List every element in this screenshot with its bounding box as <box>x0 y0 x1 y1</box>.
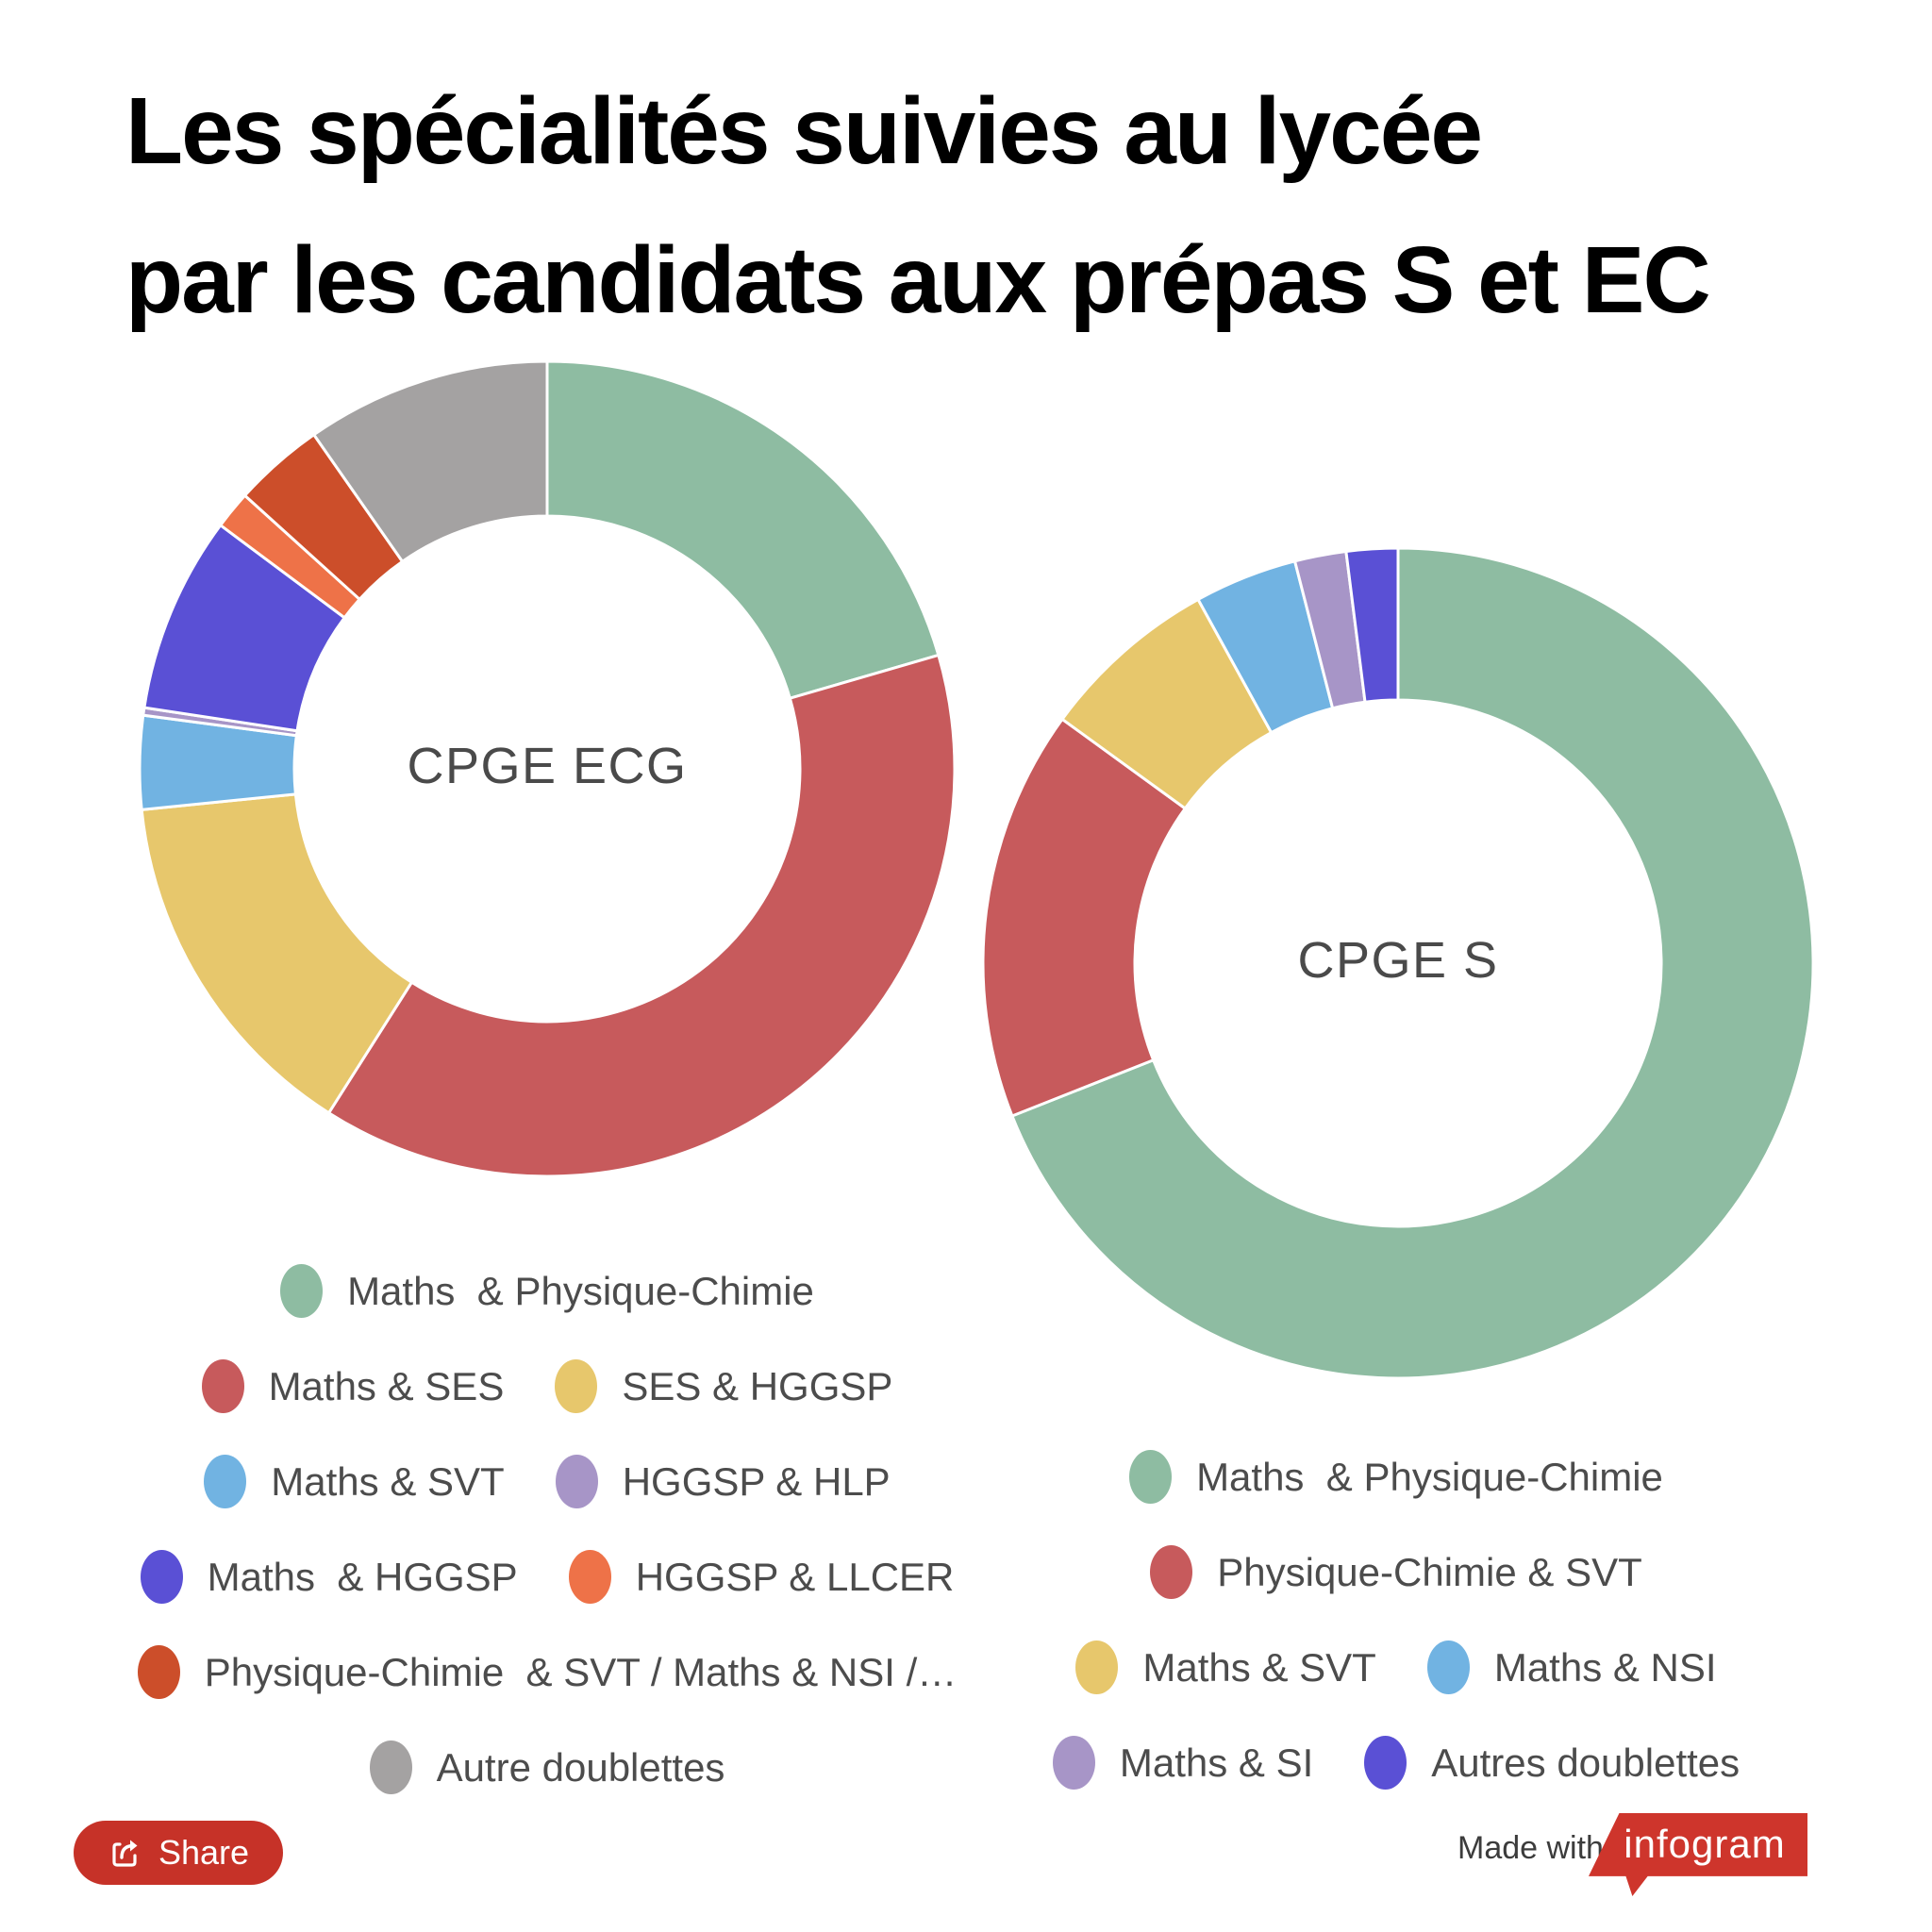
legend-label: Physique-Chimie & SVT / Maths & NSI /… <box>204 1649 958 1694</box>
legend-dot-icon <box>1052 1736 1095 1790</box>
legend-item: HGGSP & HLP <box>555 1455 891 1508</box>
legend-item: Physique-Chimie & SVT <box>1150 1545 1642 1599</box>
legend-label: Maths & SES <box>268 1363 505 1408</box>
donut-segment[interactable] <box>311 359 549 564</box>
legend-label: HGGSP & HLP <box>622 1458 891 1504</box>
share-button-label: Share <box>158 1833 250 1872</box>
donut-segment[interactable] <box>1344 546 1400 704</box>
legend-item: HGGSP & LLCER <box>568 1550 955 1604</box>
legend-row: Autre doublettes <box>99 1740 995 1794</box>
legend-item: Maths & NSI <box>1426 1641 1717 1694</box>
legend-label: Maths & Physique-Chimie <box>347 1268 814 1313</box>
legend-row: Maths & SVT Maths & NSI <box>972 1641 1821 1694</box>
legend-label: Maths & Physique-Chimie <box>1196 1454 1663 1499</box>
legend-dot-icon <box>1150 1545 1193 1599</box>
infogram-logo-label: infogram <box>1624 1822 1786 1866</box>
legend-dot-icon <box>1129 1450 1173 1504</box>
share-icon <box>108 1836 142 1870</box>
legend-label: HGGSP & LLCER <box>635 1554 955 1599</box>
cpge-s-center-label: CPGE S <box>1297 932 1499 989</box>
legend-dot-icon <box>280 1264 324 1318</box>
legend-label: Autres doublettes <box>1431 1740 1740 1785</box>
infogram-logo[interactable]: infogram <box>1589 1813 1807 1896</box>
donut-segment[interactable] <box>1009 546 1815 1380</box>
legend-label: Autre doublettes <box>436 1744 725 1790</box>
legend-item: Maths & Physique-Chimie <box>280 1264 814 1318</box>
share-button[interactable]: Share <box>74 1821 284 1885</box>
title-line-2: par les candidats aux prépas S et EC <box>125 227 1711 333</box>
legend-item: Maths & SES <box>201 1359 505 1413</box>
legend-label: Maths & HGGSP <box>207 1554 518 1599</box>
cpge-ecg-center-label: CPGE ECG <box>407 738 688 794</box>
legend-label: Maths & SVT <box>271 1458 505 1504</box>
legend-item: Maths & HGGSP <box>140 1550 518 1604</box>
legend-label: Maths & SVT <box>1142 1644 1376 1690</box>
legend-dot-icon <box>137 1645 180 1699</box>
legend-dot-icon <box>568 1550 611 1604</box>
legend-item: Autres doublettes <box>1364 1736 1740 1790</box>
cpge-s-legend: Maths & Physique-Chimie Physique-Chimie &… <box>972 1450 1821 1790</box>
legend-row: Physique-Chimie & SVT <box>972 1545 1821 1599</box>
title-line-1: Les spécialités suivies au lycée <box>125 78 1483 184</box>
legend-row: Maths & HGGSP HGGSP & LLCER <box>99 1550 995 1604</box>
legend-row: Maths & SES SES & HGGSP <box>99 1359 995 1413</box>
legend-dot-icon <box>201 1359 244 1413</box>
legend-label: Physique-Chimie & SVT <box>1217 1549 1642 1594</box>
legend-row: Maths & SVT HGGSP & HLP <box>99 1455 995 1508</box>
legend-dot-icon <box>555 1359 598 1413</box>
legend-item: Maths & SVT <box>1075 1641 1376 1694</box>
legend-dot-icon <box>1426 1641 1470 1694</box>
legend-dot-icon <box>555 1455 598 1508</box>
legend-dot-icon <box>140 1550 183 1604</box>
legend-dot-icon <box>1075 1641 1119 1694</box>
legend-item: Maths & SVT <box>204 1455 505 1508</box>
page-title: Les spécialités suivies au lycée par les… <box>125 57 1711 355</box>
cpge-ecg-donut-chart <box>138 359 957 1178</box>
legend-dot-icon <box>1364 1736 1407 1790</box>
donut-segment[interactable] <box>140 792 414 1115</box>
cpge-ecg-legend: Maths & Physique-Chimie Maths & SES SES & … <box>99 1264 995 1794</box>
legend-item: Autre doublettes <box>369 1740 725 1794</box>
donut-segment[interactable] <box>545 359 941 701</box>
legend-dot-icon <box>369 1740 412 1794</box>
legend-row: Maths & Physique-Chimie <box>99 1264 995 1318</box>
legend-row: Maths & Physique-Chimie <box>972 1450 1821 1504</box>
legend-item: SES & HGGSP <box>555 1359 892 1413</box>
legend-row: Maths & SI Autres doublettes <box>972 1736 1821 1790</box>
legend-item: Maths & SI <box>1052 1736 1314 1790</box>
legend-item: Physique-Chimie & SVT / Maths & NSI /… <box>137 1645 958 1699</box>
legend-label: Maths & NSI <box>1493 1644 1717 1690</box>
legend-label: SES & HGGSP <box>622 1363 893 1408</box>
legend-row: Physique-Chimie & SVT / Maths & NSI /… <box>99 1645 995 1699</box>
donut-segment[interactable] <box>326 653 957 1178</box>
donut-segment[interactable] <box>981 717 1188 1118</box>
legend-dot-icon <box>204 1455 247 1508</box>
cpge-s-donut-chart <box>981 546 1815 1380</box>
made-with-text: Made with <box>1457 1830 1604 1866</box>
legend-label: Maths & SI <box>1119 1740 1314 1785</box>
legend-item: Maths & Physique-Chimie <box>1129 1450 1663 1504</box>
